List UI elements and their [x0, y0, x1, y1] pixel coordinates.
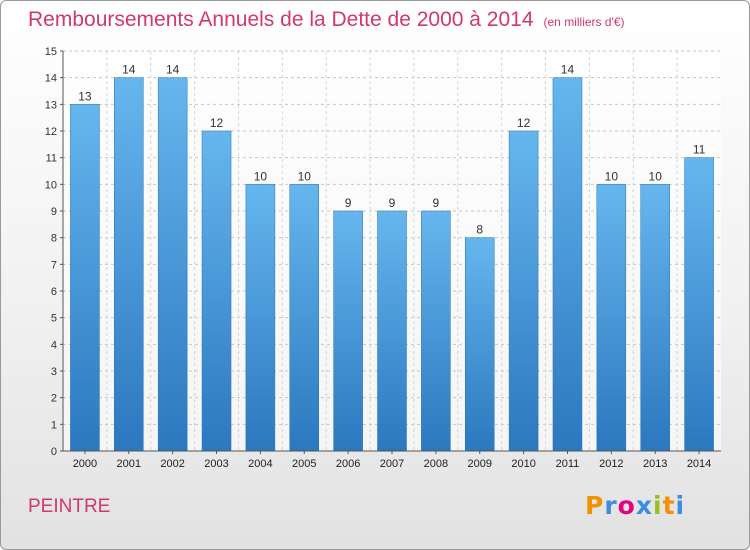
bar-value-label: 9: [345, 196, 352, 210]
logo-letter: P: [585, 491, 605, 520]
bar: [114, 77, 144, 452]
bar-value-label: 13: [78, 89, 92, 103]
bar-value-label: 10: [605, 169, 619, 183]
logo-letter: x: [635, 491, 653, 520]
x-tick-label: 2011: [556, 458, 580, 470]
bar-value-label: 12: [210, 116, 224, 130]
x-tick-label: 2009: [467, 458, 491, 470]
bar: [377, 210, 407, 452]
y-tick-label: 6: [51, 286, 57, 298]
bar: [333, 210, 363, 452]
x-tick-label: 2012: [599, 458, 623, 470]
bar: [70, 104, 100, 452]
x-tick-label: 2007: [380, 458, 404, 470]
y-tick-label: 4: [51, 339, 57, 351]
bar: [552, 77, 583, 452]
x-tick-label: 2013: [643, 458, 667, 470]
bar: [245, 184, 276, 452]
bar: [201, 130, 232, 452]
labels-layer: 0123456789101112131415132000142001142002…: [45, 46, 712, 470]
logo-letter: i: [653, 491, 663, 520]
y-tick-label: 0: [51, 446, 57, 458]
bar-value-label: 9: [433, 196, 440, 210]
y-tick-label: 2: [51, 393, 57, 405]
logo-letter: t: [662, 491, 676, 520]
x-tick-label: 2006: [336, 458, 360, 470]
axis-layer: [60, 50, 721, 454]
bar-value-label: 14: [561, 63, 575, 77]
bar-value-label: 9: [389, 196, 396, 210]
bar-value-label: 14: [122, 63, 136, 77]
bar: [157, 77, 188, 452]
y-tick-label: 5: [51, 313, 57, 325]
y-tick-label: 9: [51, 206, 57, 218]
y-tick-label: 13: [45, 99, 57, 111]
x-tick-label: 2014: [687, 458, 711, 470]
y-tick-label: 12: [45, 126, 57, 138]
bar-value-label: 10: [298, 169, 312, 183]
x-tick-label: 2002: [160, 458, 184, 470]
bar: [289, 184, 320, 452]
bar: [421, 210, 451, 452]
chart-unit-note: (en milliers d'€): [543, 15, 625, 29]
bars-layer: [70, 77, 714, 452]
bar: [464, 237, 495, 452]
commune-name: PEINTRE: [28, 496, 111, 517]
x-tick-label: 2001: [117, 458, 141, 470]
x-tick-label: 2004: [248, 458, 272, 470]
y-tick-label: 1: [51, 419, 57, 431]
bar-value-label: 14: [166, 63, 180, 77]
proxiti-logo: Proxiti: [585, 491, 685, 520]
y-tick-label: 10: [45, 179, 57, 191]
bar-value-label: 8: [476, 223, 483, 237]
y-tick-label: 3: [51, 366, 57, 378]
y-tick-label: 8: [51, 233, 57, 245]
y-tick-label: 11: [46, 153, 57, 165]
logo-letter: r: [604, 491, 618, 520]
bar-value-label: 11: [693, 143, 706, 157]
bar-value-label: 10: [649, 169, 663, 183]
y-tick-label: 15: [45, 46, 57, 58]
bar: [596, 184, 627, 452]
x-tick-label: 2010: [511, 458, 535, 470]
x-tick-label: 2003: [204, 458, 228, 470]
x-tick-label: 2005: [292, 458, 316, 470]
x-tick-label: 2000: [73, 458, 97, 470]
logo-letter: o: [617, 491, 636, 520]
y-tick-label: 14: [45, 73, 57, 85]
bar: [508, 130, 539, 452]
chart-title: Remboursements Annuels de la Dette de 20…: [28, 8, 534, 31]
bar: [640, 184, 670, 452]
chart-title-line: Remboursements Annuels de la Dette de 20…: [28, 8, 625, 32]
bar-value-label: 10: [254, 169, 268, 183]
logo-letter: i: [675, 491, 686, 520]
x-tick-label: 2008: [424, 458, 448, 470]
y-tick-label: 7: [51, 259, 57, 271]
bar-value-label: 12: [517, 116, 531, 130]
bar: [684, 157, 714, 452]
